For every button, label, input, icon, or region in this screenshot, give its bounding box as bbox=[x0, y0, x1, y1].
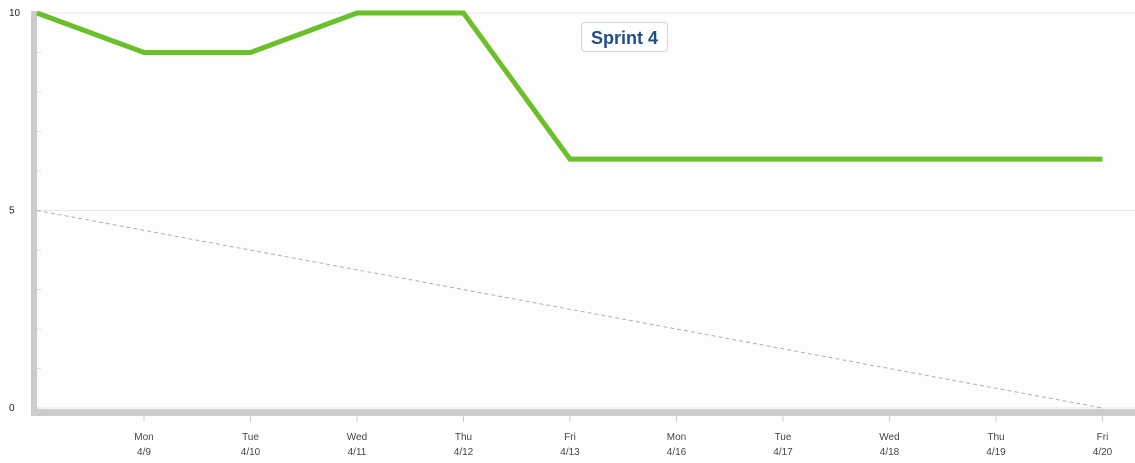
y-tick-label: 5 bbox=[9, 206, 15, 217]
y-tick-label: 0 bbox=[9, 403, 15, 414]
x-tick-day-label: Wed bbox=[347, 432, 367, 443]
y-tick-label: 10 bbox=[9, 8, 21, 19]
y-axis-line bbox=[31, 11, 37, 414]
x-tick-date-label: 4/16 bbox=[667, 447, 687, 458]
axes bbox=[31, 11, 1135, 422]
chart-title: Sprint 4 bbox=[581, 22, 669, 52]
x-tick-date-label: 4/20 bbox=[1093, 447, 1113, 458]
x-tick-date-label: 4/17 bbox=[773, 447, 793, 458]
x-tick-day-label: Mon bbox=[134, 432, 153, 443]
x-tick-day-label: Mon bbox=[667, 432, 686, 443]
x-tick-day-label: Thu bbox=[987, 432, 1004, 443]
x-tick-date-label: 4/11 bbox=[348, 447, 367, 458]
x-tick-day-label: Thu bbox=[455, 432, 472, 443]
x-tick-day-label: Wed bbox=[879, 432, 899, 443]
x-tick-day-label: Tue bbox=[242, 432, 259, 443]
series-line-actual bbox=[36, 10, 1103, 162]
x-tick-date-label: 4/10 bbox=[241, 447, 261, 458]
x-axis-line bbox=[31, 409, 1135, 416]
x-tick-day-label: Tue bbox=[775, 432, 792, 443]
x-tick-date-label: 4/9 bbox=[137, 447, 151, 458]
x-tick-date-label: 4/13 bbox=[560, 447, 580, 458]
tick-labels: 0 5 10 Mon 4/9 Tue 4/10 Wed 4/11 Thu 4/12 Fri 4/13 Mo… bbox=[9, 8, 1113, 458]
series bbox=[36, 10, 1103, 409]
x-tick-day-label: Fri bbox=[564, 432, 576, 443]
x-tick-date-label: 4/19 bbox=[986, 447, 1006, 458]
grid-lines bbox=[37, 12, 1135, 409]
x-tick-date-label: 4/18 bbox=[880, 447, 900, 458]
series-line-ideal bbox=[36, 210, 1103, 409]
x-tick-day-label: Fri bbox=[1097, 432, 1109, 443]
x-tick-date-label: 4/12 bbox=[454, 447, 474, 458]
